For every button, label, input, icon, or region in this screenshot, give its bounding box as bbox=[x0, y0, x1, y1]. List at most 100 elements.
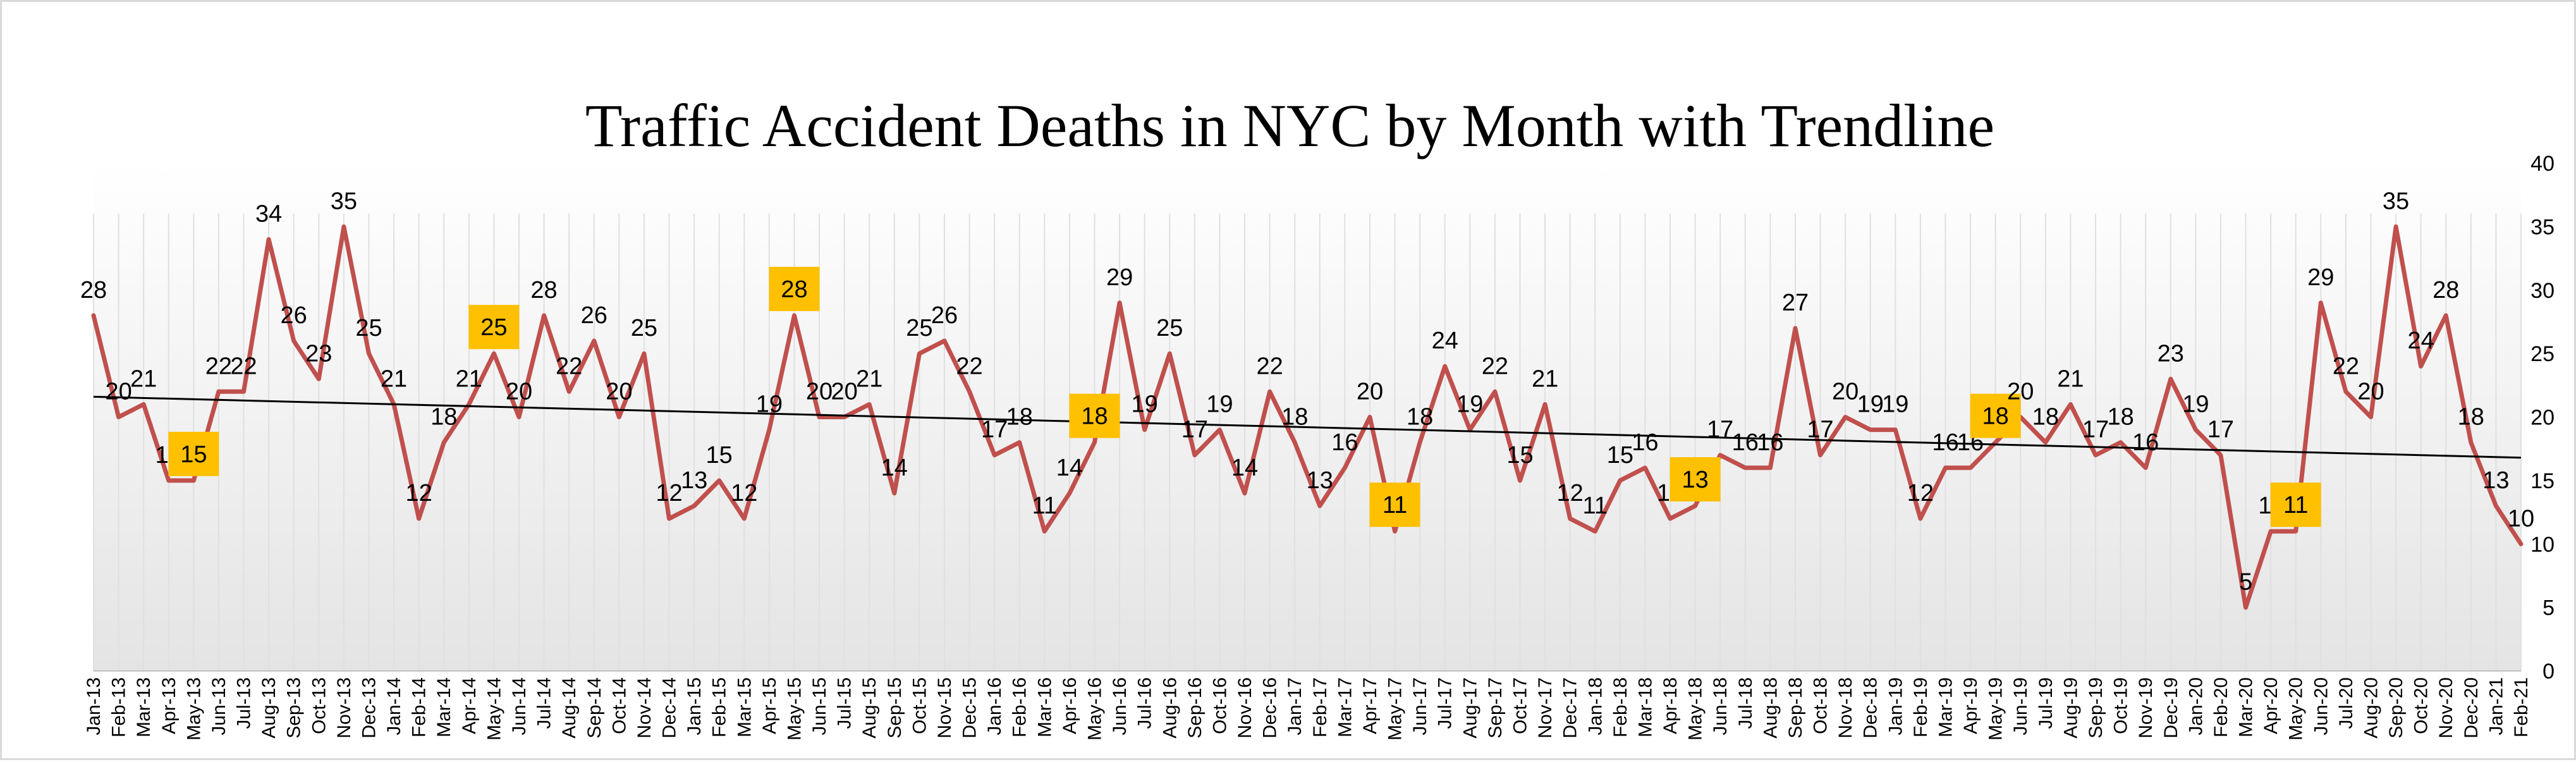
x-tick-label: Oct-16 bbox=[1209, 677, 1230, 734]
data-label: 29 bbox=[2307, 264, 2334, 291]
x-tick-label: Apr-16 bbox=[1059, 677, 1080, 734]
x-tick-label: Jun-15 bbox=[809, 677, 830, 735]
highlight-box bbox=[468, 305, 520, 350]
data-label: 18 bbox=[2032, 404, 2059, 431]
x-tick-label: Aug-16 bbox=[1159, 677, 1180, 739]
data-label: 13 bbox=[681, 467, 707, 494]
x-tick-label: Jan-19 bbox=[1885, 677, 1906, 735]
x-tick-label: Sep-19 bbox=[2085, 677, 2106, 739]
x-tick-label: Nov-20 bbox=[2436, 677, 2457, 739]
x-tick-label: Aug-20 bbox=[2360, 677, 2381, 739]
data-label-highlighted: 11 bbox=[1383, 492, 1407, 519]
x-tick-label: Apr-15 bbox=[759, 677, 780, 734]
data-label: 20 bbox=[806, 379, 833, 405]
data-label: 19 bbox=[1857, 391, 1884, 418]
y-tick-label: 30 bbox=[2530, 279, 2555, 303]
data-label: 16 bbox=[2132, 429, 2159, 456]
x-tick-label: Jan-14 bbox=[384, 677, 405, 735]
data-label: 5 bbox=[2239, 569, 2252, 596]
data-label: 19 bbox=[1882, 391, 1908, 418]
x-tick-label: Feb-17 bbox=[1310, 677, 1331, 737]
data-label: 24 bbox=[1432, 328, 1458, 354]
x-tick-label: Oct-19 bbox=[2111, 677, 2132, 734]
x-tick-label: Feb-15 bbox=[709, 677, 730, 737]
x-tick-label: Jul-14 bbox=[534, 677, 555, 729]
data-label: 20 bbox=[1357, 379, 1383, 405]
data-label: 35 bbox=[2383, 188, 2409, 214]
data-label: 29 bbox=[1106, 264, 1133, 291]
data-label: 12 bbox=[1557, 480, 1584, 507]
x-tick-label: Jun-18 bbox=[1710, 677, 1731, 735]
data-label: 22 bbox=[230, 353, 257, 379]
data-label: 15 bbox=[1607, 442, 1633, 469]
x-tick-label: Jan-13 bbox=[83, 677, 104, 735]
x-tick-label: Feb-21 bbox=[2511, 677, 2532, 737]
x-tick-label: Jan-17 bbox=[1285, 677, 1305, 735]
data-label: 15 bbox=[1506, 442, 1533, 469]
x-tick-label: Aug-17 bbox=[1460, 677, 1480, 739]
x-tick-label: Jul-15 bbox=[834, 677, 855, 729]
data-label: 20 bbox=[2007, 379, 2034, 405]
x-tick-label: Dec-15 bbox=[960, 677, 980, 739]
x-tick-label: Jun-13 bbox=[209, 677, 229, 735]
data-label: 19 bbox=[2182, 391, 2209, 418]
data-label: 27 bbox=[1782, 290, 1809, 316]
data-label-highlighted: 15 bbox=[180, 441, 207, 468]
data-label: 25 bbox=[355, 315, 382, 341]
plot-area bbox=[94, 163, 2521, 671]
x-tick-label: Jan-18 bbox=[1585, 677, 1606, 735]
data-label: 12 bbox=[656, 480, 682, 507]
x-tick-label: Sep-14 bbox=[584, 677, 605, 739]
x-tick-label: Oct-18 bbox=[1810, 677, 1831, 734]
x-tick-label: Oct-14 bbox=[609, 677, 630, 734]
data-label: 18 bbox=[2458, 404, 2484, 431]
x-tick-label: Feb-14 bbox=[409, 677, 430, 737]
x-tick-label: Jul-16 bbox=[1135, 677, 1156, 729]
data-label: 20 bbox=[606, 379, 632, 405]
series-line bbox=[91, 224, 2524, 610]
x-tick-label: Jul-17 bbox=[1435, 677, 1456, 729]
y-tick-label: 10 bbox=[2530, 532, 2555, 556]
x-tick-label: Jun-20 bbox=[2310, 677, 2331, 735]
data-label: 11 bbox=[1032, 493, 1057, 519]
x-tick-label: Apr-14 bbox=[459, 677, 480, 734]
x-tick-label: May-13 bbox=[183, 677, 204, 740]
x-tick-label: Dec-16 bbox=[1260, 677, 1281, 739]
x-tick-label: Mar-18 bbox=[1635, 677, 1656, 737]
x-tick-label: Dec-20 bbox=[2461, 677, 2482, 739]
data-label: 13 bbox=[2482, 467, 2509, 494]
x-tick-label: Jan-15 bbox=[684, 677, 705, 735]
highlight-box bbox=[1670, 457, 1721, 502]
x-tick-label: Jul-19 bbox=[2036, 677, 2056, 729]
data-label: 20 bbox=[2357, 379, 2384, 405]
data-label: 26 bbox=[581, 302, 607, 329]
x-tick-label: May-17 bbox=[1385, 677, 1406, 740]
x-tick-label: May-15 bbox=[784, 677, 805, 740]
x-tick-label: Feb-19 bbox=[1910, 677, 1931, 737]
data-label-highlighted: 11 bbox=[2283, 492, 2308, 519]
x-tick-label: May-20 bbox=[2286, 677, 2307, 740]
data-label: 19 bbox=[1132, 391, 1158, 418]
y-tick-label: 25 bbox=[2530, 342, 2555, 366]
data-label: 18 bbox=[430, 404, 457, 431]
data-label: 22 bbox=[1482, 353, 1508, 379]
x-tick-label: Mar-16 bbox=[1034, 677, 1055, 737]
x-tick-label: Aug-14 bbox=[559, 677, 580, 739]
data-label: 18 bbox=[1006, 404, 1033, 431]
x-tick-label: Jun-14 bbox=[509, 677, 530, 735]
highlight-box bbox=[1069, 393, 1120, 438]
data-label: 16 bbox=[1932, 429, 1958, 456]
x-tick-label: Jul-13 bbox=[234, 677, 255, 729]
x-tick-label: Nov-19 bbox=[2135, 677, 2156, 739]
data-label: 14 bbox=[1231, 455, 1258, 481]
data-label: 20 bbox=[831, 379, 857, 405]
x-tick-label: Dec-18 bbox=[1860, 677, 1881, 739]
highlight-box bbox=[1970, 393, 2021, 438]
x-tick-label: Oct-20 bbox=[2411, 677, 2432, 734]
data-label: 25 bbox=[906, 315, 932, 341]
data-label: 26 bbox=[931, 302, 958, 329]
data-label: 16 bbox=[1757, 429, 1783, 456]
x-tick-label: Jun-16 bbox=[1109, 677, 1130, 735]
data-label: 23 bbox=[2158, 340, 2184, 367]
